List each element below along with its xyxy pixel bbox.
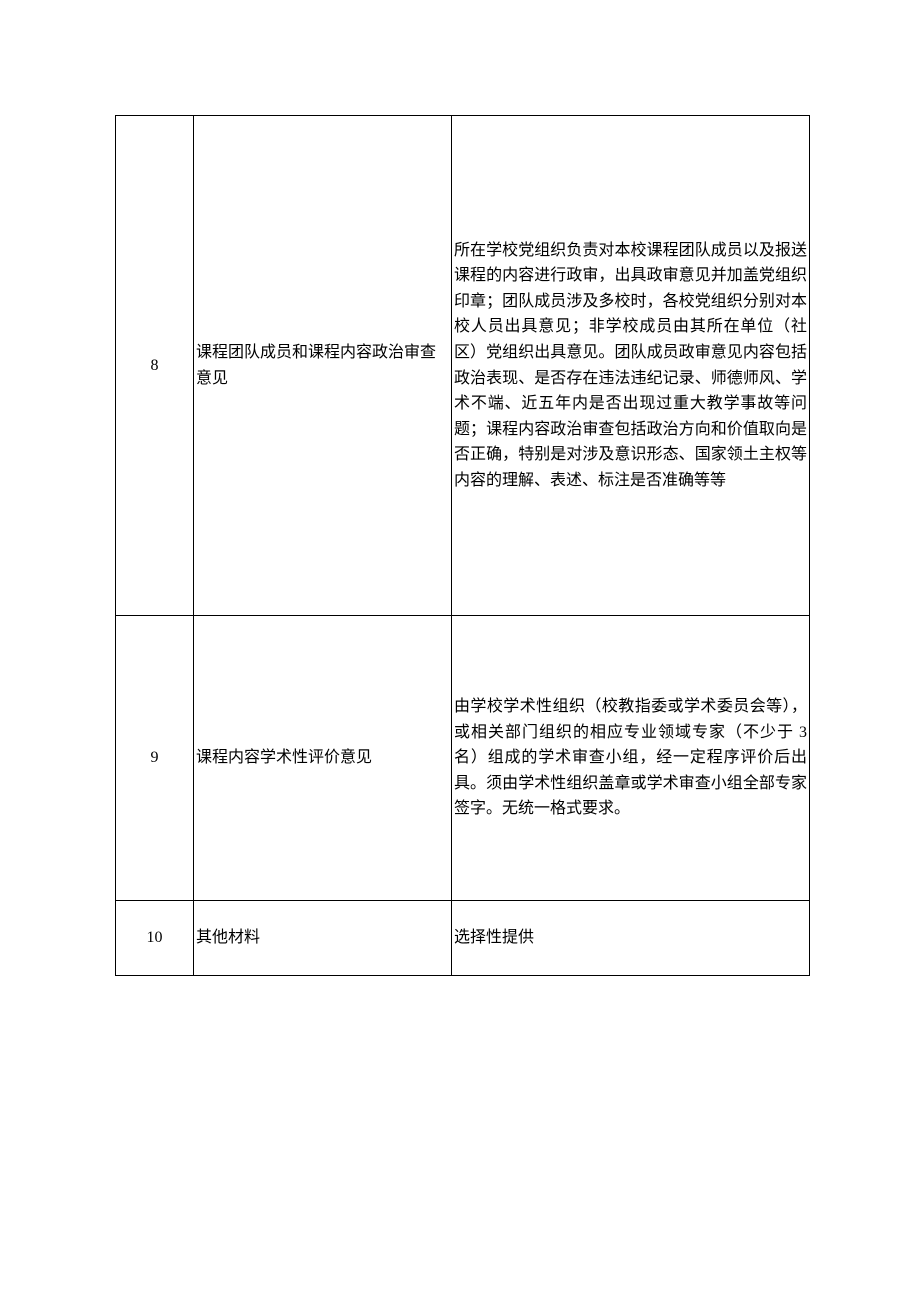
table-row: 8 课程团队成员和课程内容政治审查意见 所在学校党组织负责对本校课程团队成员以及… — [116, 116, 810, 616]
row-number-cell: 9 — [116, 616, 194, 901]
table-row: 9 课程内容学术性评价意见 由学校学术性组织（校教指委或学术委员会等），或相关部… — [116, 616, 810, 901]
document-table: 8 课程团队成员和课程内容政治审查意见 所在学校党组织负责对本校课程团队成员以及… — [115, 115, 810, 976]
table-body: 8 课程团队成员和课程内容政治审查意见 所在学校党组织负责对本校课程团队成员以及… — [116, 116, 810, 976]
row-number-cell: 8 — [116, 116, 194, 616]
row-name-cell: 其他材料 — [194, 901, 452, 976]
row-desc-cell: 所在学校党组织负责对本校课程团队成员以及报送课程的内容进行政审，出具政审意见并加… — [452, 116, 810, 616]
table-row: 10 其他材料 选择性提供 — [116, 901, 810, 976]
row-desc-cell: 由学校学术性组织（校教指委或学术委员会等），或相关部门组织的相应专业领域专家（不… — [452, 616, 810, 901]
row-name-cell: 课程团队成员和课程内容政治审查意见 — [194, 116, 452, 616]
row-name-cell: 课程内容学术性评价意见 — [194, 616, 452, 901]
row-number-cell: 10 — [116, 901, 194, 976]
row-desc-cell: 选择性提供 — [452, 901, 810, 976]
